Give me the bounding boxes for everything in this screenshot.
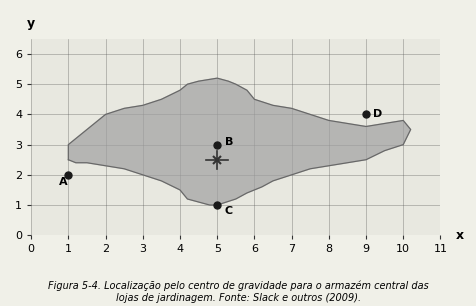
Text: D: D	[373, 110, 382, 119]
Text: A: A	[59, 177, 68, 187]
Text: C: C	[224, 206, 232, 216]
Text: y: y	[27, 17, 35, 30]
Text: Figura 5-4. Localização pelo centro de gravidade para o armazém central das
loja: Figura 5-4. Localização pelo centro de g…	[48, 281, 428, 303]
Text: x: x	[455, 229, 463, 242]
Polygon shape	[68, 78, 410, 205]
Text: B: B	[224, 136, 232, 147]
